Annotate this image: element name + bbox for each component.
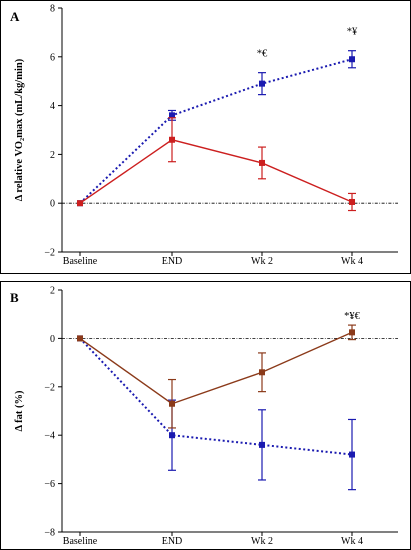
panel-a-chart: −2 0 2 4 6 8 Baseline END Wk 2 Wk 4 Δ relative VO₂… <box>10 4 398 267</box>
panel-b-x-tick-label: Wk 4 <box>341 536 363 547</box>
panel-b-series-2-point <box>259 369 265 376</box>
panel-b-series-2-point <box>349 329 355 336</box>
panel-b-y-tick-label: 0 <box>50 334 55 345</box>
panel-a-y-tick-label: −2 <box>44 248 55 259</box>
panel-b-series-1-point <box>169 432 175 439</box>
panel-b-significance-label: *¥€ <box>344 311 361 322</box>
panel-a-x-tick-label: Wk 4 <box>341 256 363 267</box>
panel-a-y-tick-label: 2 <box>50 150 55 161</box>
panel-b-series-1-point <box>349 451 355 458</box>
panel-b-x-tick-label: Wk 2 <box>251 536 273 547</box>
panel-b-y-axis-title: Δ fat (%) <box>14 390 25 431</box>
panel-a-y-tick-label: 0 <box>50 199 55 210</box>
panel-a-series-2-line <box>79 139 353 204</box>
panel-a-series-2-point <box>169 136 175 143</box>
panel-b-series-2-point <box>77 335 83 342</box>
panel-b-y-tick-label: −2 <box>44 382 55 393</box>
panel-a-series-1-point <box>349 56 355 63</box>
panel-b-y-tick-label: −8 <box>44 528 55 539</box>
panel-a-series-2-point <box>349 198 355 205</box>
panel-a-series-2-point <box>77 200 83 207</box>
panel-a-series-2-point <box>259 159 265 166</box>
panel-a-y-tick-label: 8 <box>50 4 55 15</box>
panel-b-series-1-point <box>259 441 265 448</box>
panel-a-x-tick-label: Baseline <box>63 256 98 267</box>
panel-a-y-axis-title: Δ relative VO₂max (mL/kg/min) <box>14 58 25 201</box>
panel-a-significance-label: *¥ <box>347 27 358 38</box>
panel-b-chart: −8 −6 −4 −2 0 2 Baseline END Wk 2 Wk 4 Δ fat (%) B *… <box>10 286 398 547</box>
panel-b-letter: B <box>10 290 19 305</box>
panel-a-series-1-line <box>79 58 353 204</box>
panel-b-series-2-line <box>79 331 353 405</box>
panel-a-y-tick-label: 6 <box>50 52 55 63</box>
panel-a-series-1-point <box>169 112 175 119</box>
panel-a-series-1-point <box>259 80 265 87</box>
panel-a-y-tick-label: 4 <box>50 101 55 112</box>
panel-a-x-tick-label: Wk 2 <box>251 256 273 267</box>
panel-a-letter: A <box>10 9 20 24</box>
panel-a-significance-label: *€ <box>257 49 268 60</box>
panel-b-y-tick-label: 2 <box>50 286 55 297</box>
panel-a-x-tick-label: END <box>162 256 183 267</box>
panel-b-x-tick-label: END <box>162 536 183 547</box>
panel-b-y-tick-label: −4 <box>44 431 55 442</box>
panel-b-series-2-point <box>169 400 175 407</box>
panel-b-x-tick-label: Baseline <box>63 536 98 547</box>
panel-b-y-tick-label: −6 <box>44 479 55 490</box>
panel-b-series-1-line <box>79 337 353 456</box>
